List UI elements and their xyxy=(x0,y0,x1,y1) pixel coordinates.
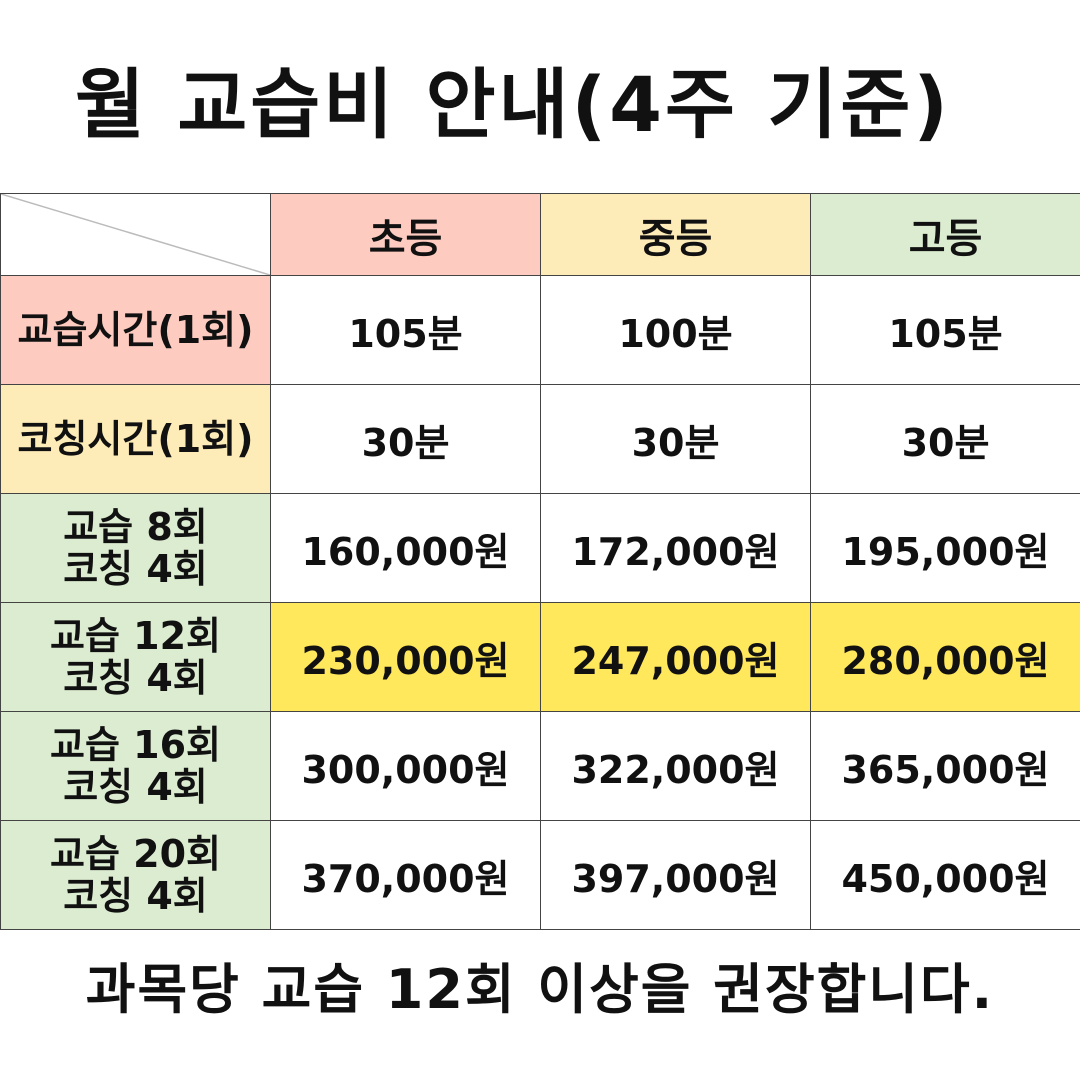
price-cell: 450,000원 xyxy=(810,820,1080,930)
recommendation-note: 과목당 교습 12회 이상을 권장합니다. xyxy=(85,958,995,1021)
page-title: 월 교습비 안내(4주 기준) xyxy=(75,60,952,149)
row-header-line: 교습 12회 xyxy=(50,614,221,658)
table-row: 교습 8회 코칭 4회 160,000원 172,000원 195,000원 xyxy=(0,493,1080,603)
price-cell: 195,000원 xyxy=(810,493,1080,603)
row-header: 교습 20회 코칭 4회 xyxy=(0,820,271,930)
row-header: 코칭시간(1회) xyxy=(0,384,271,494)
price-cell: 30분 xyxy=(270,384,541,494)
price-cell: 300,000원 xyxy=(270,711,541,821)
price-cell: 172,000원 xyxy=(540,493,811,603)
table-row: 교습시간(1회) 105분 100분 105분 xyxy=(0,275,1080,385)
column-header-middle: 중등 xyxy=(540,193,811,276)
price-cell: 30분 xyxy=(810,384,1080,494)
column-header-high: 고등 xyxy=(810,193,1080,276)
row-header-line: 코칭 4회 xyxy=(63,874,208,918)
row-header-line: 코칭시간(1회) xyxy=(17,417,254,461)
row-header-line: 코칭 4회 xyxy=(63,547,208,591)
row-header-line: 코칭 4회 xyxy=(63,765,208,809)
price-cell: 230,000원 xyxy=(270,602,541,712)
table-row: 코칭시간(1회) 30분 30분 30분 xyxy=(0,384,1080,494)
row-header-line: 코칭 4회 xyxy=(63,656,208,700)
row-header-line: 교습 16회 xyxy=(50,723,221,767)
row-header-line: 교습 8회 xyxy=(63,505,208,549)
column-header-elementary: 초등 xyxy=(270,193,541,276)
row-header: 교습 12회 코칭 4회 xyxy=(0,602,271,712)
row-header: 교습 16회 코칭 4회 xyxy=(0,711,271,821)
row-header-line: 교습 20회 xyxy=(50,832,221,876)
table-corner-cell xyxy=(0,193,271,276)
price-cell: 322,000원 xyxy=(540,711,811,821)
table-row: 교습 16회 코칭 4회 300,000원 322,000원 365,000원 xyxy=(0,711,1080,821)
row-header: 교습시간(1회) xyxy=(0,275,271,385)
price-cell: 30분 xyxy=(540,384,811,494)
price-cell: 247,000원 xyxy=(540,602,811,712)
table-row: 교습 20회 코칭 4회 370,000원 397,000원 450,000원 xyxy=(0,820,1080,930)
row-header-line: 교습시간(1회) xyxy=(17,308,254,352)
price-cell: 397,000원 xyxy=(540,820,811,930)
diagonal-divider xyxy=(1,194,270,275)
row-header: 교습 8회 코칭 4회 xyxy=(0,493,271,603)
price-cell: 280,000원 xyxy=(810,602,1080,712)
price-cell: 160,000원 xyxy=(270,493,541,603)
price-cell: 105분 xyxy=(270,275,541,385)
price-cell: 105분 xyxy=(810,275,1080,385)
price-cell: 370,000원 xyxy=(270,820,541,930)
table-header-row: 초등 중등 고등 xyxy=(0,193,1080,276)
price-cell: 365,000원 xyxy=(810,711,1080,821)
price-cell: 100분 xyxy=(540,275,811,385)
table-row: 교습 12회 코칭 4회 230,000원 247,000원 280,000원 xyxy=(0,602,1080,712)
